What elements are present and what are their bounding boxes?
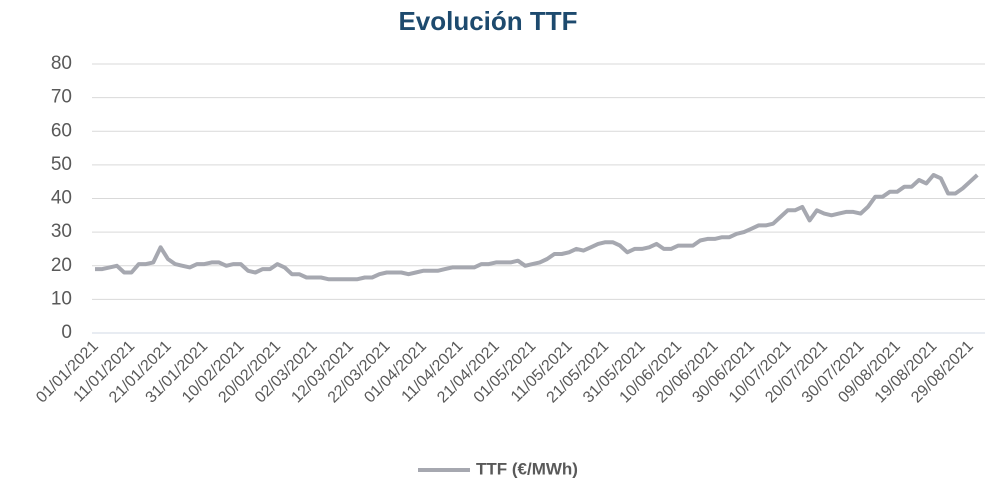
series-line — [95, 173, 979, 282]
y-tick-label: 60 — [51, 120, 72, 141]
y-tick-label: 70 — [51, 87, 72, 108]
y-tick-label: 30 — [51, 221, 72, 242]
chart-title: Evolución TTF — [398, 6, 577, 36]
y-tick-label: 20 — [51, 255, 72, 276]
y-tick-label: 80 — [51, 53, 72, 74]
y-tick-label: 40 — [51, 188, 72, 209]
y-tick-label: 0 — [61, 322, 72, 343]
legend-label: TTF (€/MWh) — [476, 459, 578, 478]
y-tick-label: 50 — [51, 154, 72, 175]
y-tick-label: 10 — [51, 288, 72, 309]
